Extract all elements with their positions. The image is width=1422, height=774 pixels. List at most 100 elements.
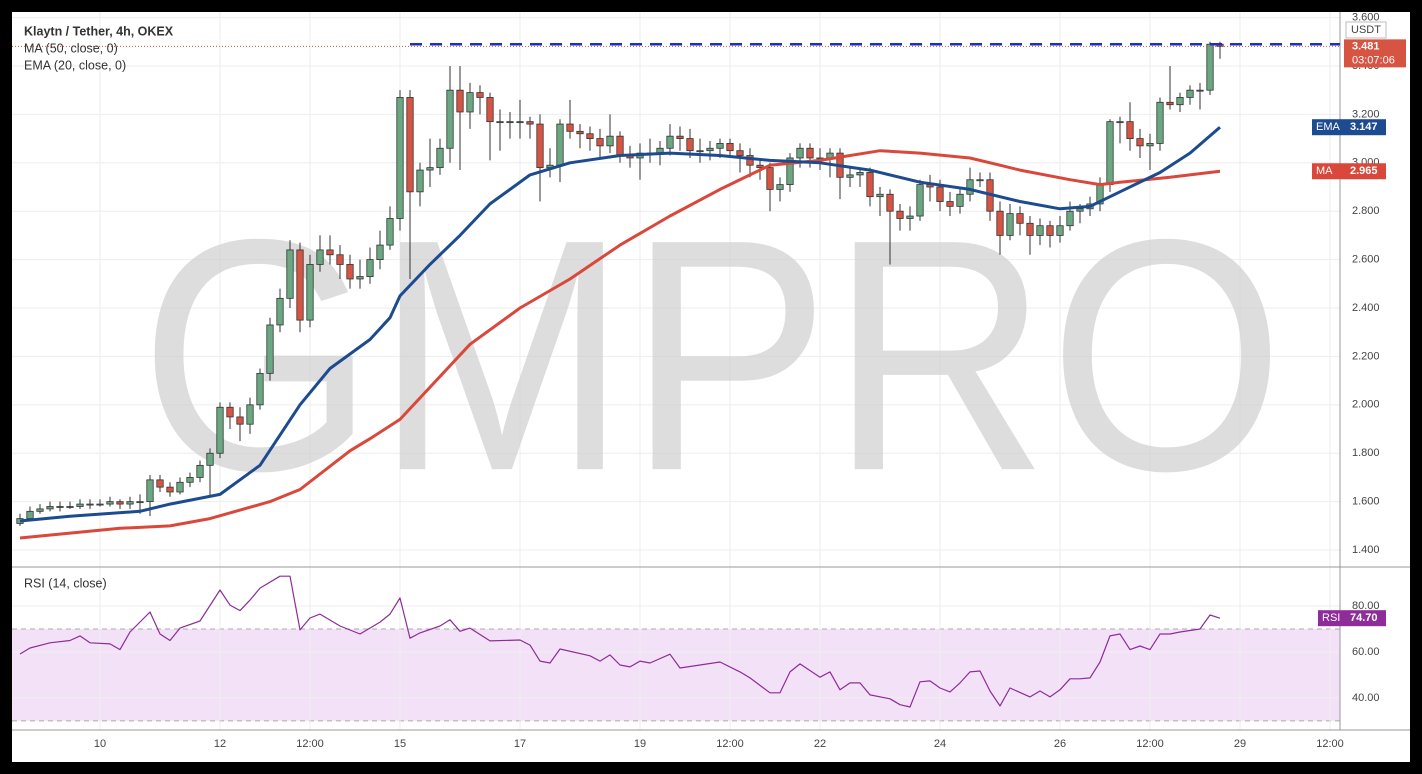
candle-body xyxy=(946,201,954,207)
candle-body xyxy=(746,155,754,166)
candle-body xyxy=(556,123,564,166)
x-tick-label: 12:00 xyxy=(1316,738,1344,750)
candle-body xyxy=(676,135,684,139)
x-tick-label: 12:00 xyxy=(1136,738,1164,750)
overlay-value: 2.965 xyxy=(1350,165,1378,177)
candle-body xyxy=(136,501,144,504)
candle-body xyxy=(866,172,874,198)
candle-body xyxy=(316,249,324,265)
candle-body xyxy=(146,479,154,503)
candle-body xyxy=(356,276,364,280)
candle-body xyxy=(996,210,1004,236)
y-tick-label: 2.000 xyxy=(1352,399,1380,411)
last-price-box xyxy=(1344,39,1406,68)
candle-body xyxy=(56,506,64,508)
candle-body xyxy=(226,406,234,418)
candle-body xyxy=(596,138,604,147)
candle-body xyxy=(1006,213,1014,236)
candle-body xyxy=(736,150,744,156)
x-tick-label: 19 xyxy=(634,738,646,750)
quote-box xyxy=(1345,21,1387,39)
candle-body xyxy=(1106,121,1114,185)
last-price-label: 3.481 xyxy=(1352,40,1380,52)
rsi-value: 74.70 xyxy=(1350,612,1378,624)
candle-body xyxy=(956,193,964,207)
candle-body xyxy=(1066,210,1074,227)
rsi-value-box xyxy=(1318,610,1386,627)
x-tick-label: 15 xyxy=(394,738,406,750)
candle-body xyxy=(86,503,94,506)
candle-body xyxy=(236,416,244,425)
candle-body xyxy=(1076,208,1084,212)
candle-body xyxy=(296,249,304,321)
candle-body xyxy=(806,147,814,159)
candle-body xyxy=(36,508,44,512)
rsi-band xyxy=(12,628,1340,721)
candle-body xyxy=(406,97,414,193)
candle-body xyxy=(376,244,384,261)
candle-body xyxy=(486,97,494,123)
candle-body xyxy=(776,184,784,190)
candle-body xyxy=(246,404,254,425)
candle-body xyxy=(106,501,114,505)
candle-body xyxy=(456,89,464,113)
overlay-value-box xyxy=(1312,163,1386,180)
overlay-value-box xyxy=(1312,119,1386,136)
candle-body xyxy=(856,172,864,176)
candle-body xyxy=(286,249,294,299)
quote-label: USDT xyxy=(1351,24,1381,36)
candle-body xyxy=(466,92,474,113)
candle-body xyxy=(1036,225,1044,236)
chart-title: Klaytn / Tether, 4h, OKEX xyxy=(24,24,174,38)
candle-body xyxy=(446,89,454,149)
candle-body xyxy=(1136,138,1144,147)
y-tick-label: 1.400 xyxy=(1352,544,1380,556)
overlay-value: 3.147 xyxy=(1350,121,1378,133)
candle-body xyxy=(166,486,174,493)
candle-body xyxy=(416,169,424,193)
candle-body xyxy=(96,503,104,506)
y-tick-label: 3.200 xyxy=(1352,108,1380,120)
candle-body xyxy=(1186,89,1194,98)
y-tick-label: 2.400 xyxy=(1352,302,1380,314)
x-tick-label: 17 xyxy=(514,738,526,750)
candle-body xyxy=(336,254,344,265)
overlay-name: MA xyxy=(1316,165,1333,177)
candle-body xyxy=(536,123,544,169)
candle-body xyxy=(46,506,54,510)
candle-body xyxy=(1196,89,1204,92)
candle-body xyxy=(976,179,984,182)
candle-body xyxy=(366,259,374,277)
candle-body xyxy=(436,147,444,169)
x-tick-label: 29 xyxy=(1234,738,1246,750)
candle-body xyxy=(426,167,434,171)
candle-body xyxy=(256,372,264,406)
candle-body xyxy=(126,501,134,505)
watermark: GMPRO xyxy=(140,170,1285,539)
candle-body xyxy=(1206,43,1214,91)
candle-body xyxy=(196,464,204,478)
candle-body xyxy=(526,121,534,125)
candle-body xyxy=(966,179,974,195)
candle-body xyxy=(666,135,674,149)
candle-body xyxy=(26,510,34,519)
y-tick-label: 2.200 xyxy=(1352,350,1380,362)
x-tick-label: 26 xyxy=(1054,738,1066,750)
overlay-line xyxy=(19,149,1221,540)
x-tick-label: 24 xyxy=(934,738,946,750)
candle-body xyxy=(496,121,504,124)
legend-rsi: RSI (14, close) xyxy=(24,576,107,590)
candle-body xyxy=(706,147,714,152)
candle-body xyxy=(476,92,484,98)
candle-body xyxy=(616,135,624,156)
x-tick-label: 12:00 xyxy=(716,738,744,750)
candle-body xyxy=(346,264,354,280)
countdown-label: 03:07:06 xyxy=(1352,54,1395,66)
candle-body xyxy=(66,506,74,508)
candle-body xyxy=(386,218,394,246)
candle-body xyxy=(306,264,314,321)
candle-body xyxy=(796,147,804,159)
candle-body xyxy=(576,130,584,135)
x-tick-label: 12:00 xyxy=(296,738,324,750)
